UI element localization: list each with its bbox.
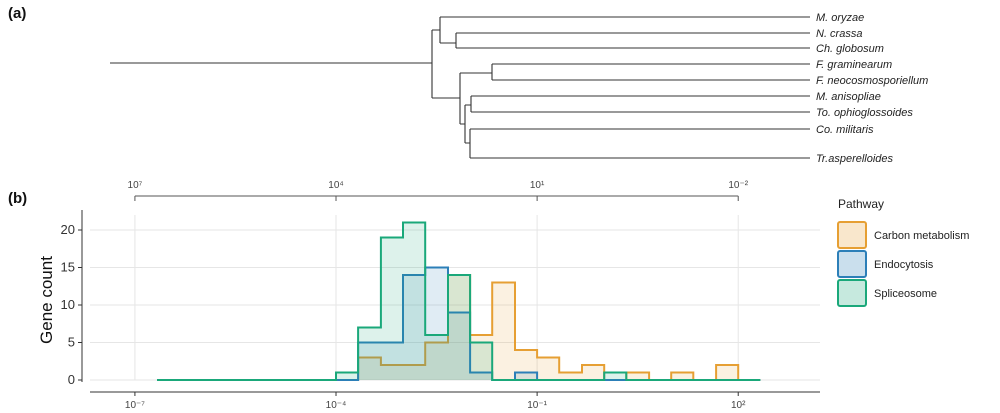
- taxon-label: M. anisopliae: [816, 91, 881, 103]
- taxon-label: M. oryzae: [816, 12, 864, 24]
- panel-label-b: (b): [8, 190, 27, 207]
- y-axis-label: Gene count: [37, 256, 56, 344]
- legend-swatch: [837, 250, 867, 278]
- top-axis-tick-label: 10⁴: [328, 180, 343, 191]
- legend-swatch: [837, 279, 867, 307]
- bottom-axis: 10⁻⁷ 10⁻⁴ 10⁻¹ 10²: [90, 391, 820, 411]
- taxon-label: N. crassa: [816, 28, 862, 40]
- tree-clade-lower: [432, 73, 461, 124]
- top-axis-tick-label: 10⁷: [128, 180, 143, 191]
- taxon-label: Tr.asperelloides: [816, 153, 894, 165]
- taxon-label: Co. militaris: [816, 124, 874, 136]
- legend-label: Endocytosis: [874, 259, 934, 271]
- legend-swatch: [837, 221, 867, 249]
- histogram-series: [157, 221, 761, 381]
- taxon-label: F. neocosmosporiellum: [816, 75, 928, 87]
- x-axis-tick-label: 10⁻⁷: [125, 400, 145, 411]
- histogram-plot: 10⁷ 10⁴ 10¹ 10⁻² 10⁻⁷ 10⁻⁴ 10⁻¹ 10² 0 5 10 15 20 G…: [37, 180, 820, 411]
- phylogenetic-tree: M. oryzae N. crassa Ch. globosum F. gram…: [110, 12, 928, 165]
- tree-fusarium-clade: [460, 63, 810, 81]
- x-axis-tick-label: 10²: [731, 400, 746, 411]
- x-axis-tick-label: 10⁻¹: [527, 400, 547, 411]
- y-axis-tick-label: 5: [68, 335, 75, 350]
- top-axis-tick-label: 10¹: [530, 180, 545, 191]
- y-axis: 0 5 10 15 20: [61, 210, 83, 387]
- series-fill-endocytosis: [157, 267, 761, 380]
- y-axis-tick-label: 20: [61, 222, 75, 237]
- top-axis-tick-label: 10⁻²: [728, 180, 748, 191]
- taxon-label: F. graminearum: [816, 59, 892, 71]
- series-fill-carbon-metabolism: [157, 275, 761, 380]
- x-axis-tick-label: 10⁻⁴: [326, 400, 347, 411]
- legend-label: Carbon metabolism: [874, 230, 969, 242]
- panel-label-a: (a): [8, 5, 26, 22]
- legend: Pathway Carbon metabolism Endocytosis Spli…: [837, 197, 969, 307]
- y-axis-tick-label: 10: [61, 297, 75, 312]
- series-line-spliceosome: [157, 221, 761, 381]
- y-axis-tick-label: 15: [61, 260, 75, 275]
- legend-title: Pathway: [838, 197, 884, 211]
- tree-hypocreales-clade: [460, 95, 810, 159]
- y-axis-tick-label: 0: [68, 372, 75, 387]
- series-fill-spliceosome: [157, 222, 761, 380]
- taxon-label: Ch. globosum: [816, 43, 884, 55]
- taxon-label: To. ophioglossoides: [816, 107, 913, 119]
- legend-label: Spliceosome: [874, 288, 937, 300]
- tree-clade-upper: [432, 16, 810, 49]
- top-axis: 10⁷ 10⁴ 10¹ 10⁻²: [128, 180, 749, 201]
